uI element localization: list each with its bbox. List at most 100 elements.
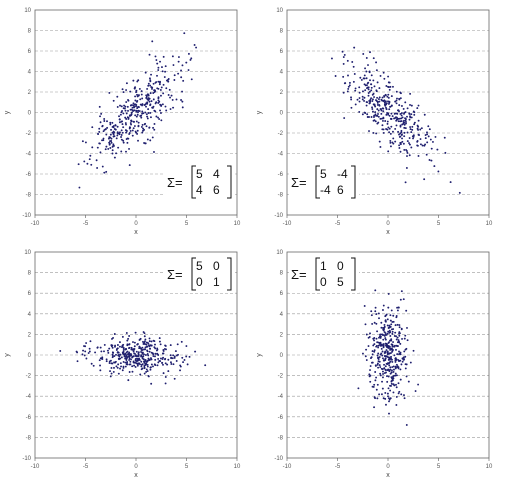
data-point	[129, 90, 132, 93]
data-point	[136, 113, 139, 116]
data-point	[363, 77, 366, 80]
data-point	[90, 362, 93, 365]
data-point	[148, 350, 151, 353]
data-point	[118, 133, 121, 136]
x-tick-label: -5	[335, 464, 341, 470]
data-point	[396, 309, 399, 312]
data-point	[143, 141, 146, 144]
data-point	[391, 345, 394, 348]
data-point	[193, 44, 196, 46]
data-point	[370, 86, 373, 89]
data-point	[399, 112, 402, 115]
data-point	[381, 350, 384, 353]
data-point	[165, 79, 168, 82]
data-point	[379, 117, 382, 120]
data-point	[138, 345, 141, 348]
data-point	[154, 355, 156, 358]
data-point	[389, 372, 392, 375]
data-point	[386, 380, 389, 383]
data-point	[372, 79, 375, 82]
data-point	[156, 364, 159, 367]
data-point	[431, 140, 434, 143]
data-point	[398, 390, 401, 393]
data-point	[182, 79, 185, 82]
data-point	[136, 99, 139, 102]
data-point	[404, 334, 407, 337]
data-point	[116, 344, 119, 346]
data-point	[369, 100, 372, 103]
data-point	[135, 91, 138, 94]
data-point	[111, 149, 114, 152]
data-point	[98, 130, 101, 133]
plot-frame	[34, 251, 238, 459]
data-point	[376, 96, 379, 99]
data-point	[374, 364, 377, 367]
data-point	[384, 320, 387, 322]
data-point	[402, 356, 405, 359]
data-point	[346, 90, 349, 93]
data-point	[116, 95, 119, 98]
data-point	[145, 105, 147, 108]
annotation-background	[165, 255, 235, 293]
data-point	[112, 336, 115, 339]
data-point	[99, 346, 102, 349]
data-point	[164, 382, 167, 385]
data-point	[103, 343, 106, 346]
y-tick-label: -4	[278, 394, 284, 400]
data-point	[423, 113, 426, 116]
data-point	[343, 53, 346, 56]
data-point	[119, 353, 122, 356]
data-point	[411, 125, 414, 128]
data-point	[379, 372, 382, 375]
matrix-left-bracket	[315, 257, 320, 291]
data-point	[152, 82, 155, 85]
data-point	[122, 343, 125, 346]
data-point	[397, 339, 400, 342]
data-point	[374, 105, 377, 108]
data-point	[127, 98, 129, 101]
data-point	[375, 337, 378, 340]
data-point	[148, 340, 151, 343]
data-point	[111, 346, 114, 349]
data-point	[144, 111, 147, 114]
data-point	[105, 170, 108, 173]
data-point	[153, 123, 156, 125]
data-point	[134, 130, 137, 133]
data-point	[392, 341, 394, 343]
data-point	[130, 123, 132, 126]
data-point	[375, 132, 378, 135]
data-point	[137, 111, 139, 114]
y-axis-label: y	[4, 353, 11, 357]
data-point	[380, 352, 383, 355]
y-tick-label: 2	[280, 90, 284, 96]
data-point	[168, 88, 171, 91]
data-point	[377, 344, 380, 347]
data-point	[158, 81, 161, 84]
data-point	[370, 310, 373, 313]
data-point	[131, 129, 134, 132]
data-point	[388, 364, 391, 367]
data-point	[204, 364, 207, 367]
data-point	[389, 334, 392, 337]
matrix-left-bracket	[191, 165, 196, 199]
data-point	[140, 93, 143, 96]
data-point	[405, 167, 408, 169]
data-point	[109, 136, 112, 139]
data-point	[101, 358, 104, 360]
data-point	[165, 348, 167, 351]
data-point	[152, 105, 155, 108]
data-point	[142, 331, 145, 333]
data-point	[384, 93, 387, 96]
data-point	[181, 64, 184, 67]
x-tick-label: 10	[486, 221, 493, 227]
data-point	[140, 368, 143, 371]
data-point	[408, 142, 410, 144]
data-point	[148, 126, 151, 129]
data-point	[398, 334, 401, 337]
data-point	[136, 343, 139, 346]
data-point	[444, 151, 447, 154]
data-point	[384, 314, 387, 317]
data-point	[171, 98, 174, 101]
data-point	[183, 32, 186, 35]
data-point	[75, 350, 78, 353]
